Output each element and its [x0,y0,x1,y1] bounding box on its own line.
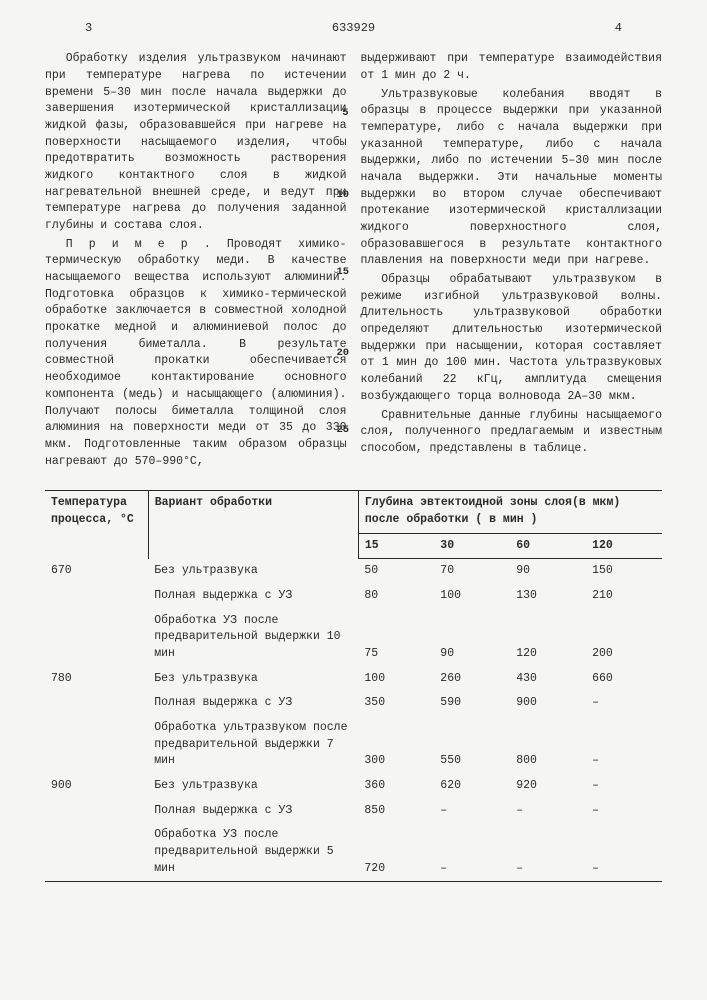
line-marker-20: 20 [337,346,349,361]
table-row: Обработка УЗ после предварительной выдер… [45,609,662,667]
para-right-4: Сравнительные данные глубины насыщаемого… [361,408,663,458]
th-col-120: 120 [586,533,662,559]
page-number-left: 3 [55,20,92,37]
th-variant: Вариант обработки [148,491,358,559]
cell-val: – [586,691,662,716]
table-row: Обработка ультразвуком после предварител… [45,716,662,774]
cell-val: 920 [510,774,586,799]
cell-val: 200 [586,609,662,667]
cell-val: 720 [358,823,434,882]
th-col-15: 15 [358,533,434,559]
cell-val: – [586,799,662,824]
cell-val: 550 [434,716,510,774]
left-column: Обработку изделия ультразвуком начинают … [45,51,347,472]
cell-val: 130 [510,584,586,609]
cell-val: 360 [358,774,434,799]
para-left-2: П р и м е р . Проводят химико-термическу… [45,237,347,470]
cell-val: – [586,774,662,799]
table-row: 780 Без ультразвука 100 260 430 660 [45,667,662,692]
table-row: Полная выдержка с УЗ 350 590 900 – [45,691,662,716]
line-marker-10: 10 [337,188,349,203]
cell-val: 100 [358,667,434,692]
cell-val: – [510,799,586,824]
cell-variant: Без ультразвука [148,667,358,692]
cell-val: – [434,823,510,882]
document-number: 633929 [332,20,375,37]
cell-val: 350 [358,691,434,716]
text-columns: Обработку изделия ультразвуком начинают … [45,51,662,472]
cell-variant: Полная выдержка с УЗ [148,799,358,824]
table-row: Обработка УЗ после предварительной выдер… [45,823,662,882]
cell-val: 590 [434,691,510,716]
cell-val: 260 [434,667,510,692]
cell-val: 90 [434,609,510,667]
th-temperature: Температура процесса, °С [45,491,148,559]
cell-val: 210 [586,584,662,609]
cell-variant: Полная выдержка с УЗ [148,584,358,609]
cell-val: 70 [434,559,510,584]
cell-temp: 780 [45,667,148,692]
page-number-right: 4 [615,20,652,37]
table-row: Полная выдержка с УЗ 850 – – – [45,799,662,824]
cell-val: 100 [434,584,510,609]
para-right-2: Ультразвуковые колебания вводят в образц… [361,87,663,270]
th-col-60: 60 [510,533,586,559]
cell-val: – [586,716,662,774]
th-col-30: 30 [434,533,510,559]
cell-val: 900 [510,691,586,716]
cell-val: 75 [358,609,434,667]
cell-variant: Обработка УЗ после предварительной выдер… [148,823,358,882]
cell-val: 430 [510,667,586,692]
cell-val: 300 [358,716,434,774]
cell-val: 150 [586,559,662,584]
th-depth: Глубина эвтектоидной зоны слоя(в мкм) по… [358,491,662,533]
cell-variant: Без ультразвука [148,559,358,584]
table-row: 670 Без ультразвука 50 70 90 150 [45,559,662,584]
right-column: выдерживают при температуре взаимодейств… [361,51,663,472]
cell-val: 850 [358,799,434,824]
cell-temp: 670 [45,559,148,584]
cell-val: – [510,823,586,882]
table-header-row-1: Температура процесса, °С Вариант обработ… [45,491,662,533]
cell-variant: Полная выдержка с УЗ [148,691,358,716]
cell-val: – [586,823,662,882]
para-left-1: Обработку изделия ультразвуком начинают … [45,51,347,234]
para-right-3: Образцы обрабатывают ультразвуком в режи… [361,272,663,405]
cell-val: 120 [510,609,586,667]
cell-val: – [434,799,510,824]
cell-val: 620 [434,774,510,799]
cell-temp: 900 [45,774,148,799]
cell-val: 50 [358,559,434,584]
table-row: Полная выдержка с УЗ 80 100 130 210 [45,584,662,609]
cell-val: 80 [358,584,434,609]
line-markers: 5 10 15 20 25 [337,51,349,438]
cell-val: 660 [586,667,662,692]
cell-variant: Без ультразвука [148,774,358,799]
cell-variant: Обработка УЗ после предварительной выдер… [148,609,358,667]
line-marker-15: 15 [337,265,349,280]
cell-val: 800 [510,716,586,774]
table-row: 900 Без ультразвука 360 620 920 – [45,774,662,799]
line-marker-25: 25 [337,423,349,438]
para-right-1: выдерживают при температуре взаимодейств… [361,51,663,84]
data-table: Температура процесса, °С Вариант обработ… [45,490,662,882]
cell-val: 90 [510,559,586,584]
line-marker-5: 5 [337,106,349,121]
cell-variant: Обработка ультразвуком после предварител… [148,716,358,774]
